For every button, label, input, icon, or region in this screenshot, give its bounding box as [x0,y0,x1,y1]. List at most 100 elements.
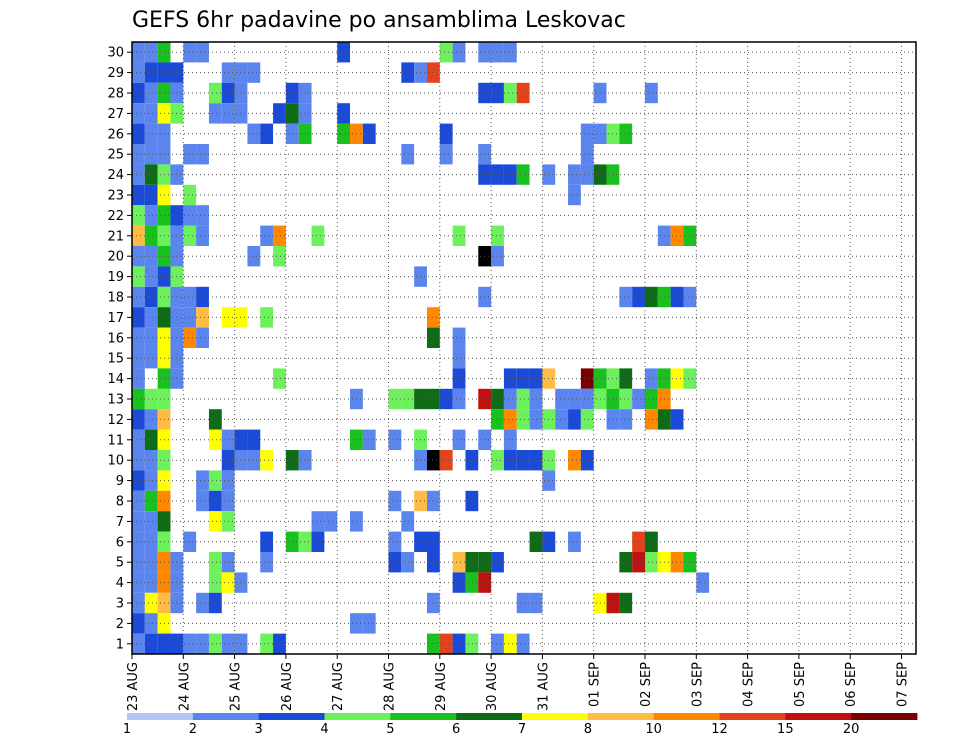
y-tick-label: 2 [116,617,124,632]
colorbar-label: 3 [255,722,263,737]
heatmap-cell [208,592,222,614]
heatmap-cell [555,388,569,410]
heatmap-cell [426,531,440,552]
heatmap-cell [311,225,325,246]
chart-title: GEFS 6hr padavine po ansamblima Leskovac [132,8,626,33]
heatmap-cell [132,409,145,430]
y-tick-label: 22 [107,209,124,224]
heatmap-cell [273,103,286,124]
heatmap-cell [298,531,312,552]
heatmap-cell [132,307,145,328]
heatmap-cell [144,450,158,471]
heatmap-cell [555,409,569,430]
heatmap-cell [132,511,145,532]
heatmap-cell [196,286,209,308]
heatmap-cell [465,572,479,593]
heatmap-cell [465,450,479,471]
heatmap-cell [491,552,504,573]
heatmap-cell [208,490,222,512]
heatmap-cell [144,225,158,246]
heatmap-cell [529,450,543,471]
heatmap-cell [183,633,197,654]
heatmap-cell [183,286,197,308]
heatmap-cell [247,450,261,471]
heatmap-cell [208,511,222,532]
heatmap-cell [260,307,274,328]
heatmap-cell [132,572,145,593]
heatmap-cell [401,511,415,532]
heatmap-cell [234,103,248,124]
heatmap-cell [196,470,209,491]
x-tick-label: 01 SEP [588,662,603,707]
heatmap-cell [337,42,351,63]
heatmap-cell [491,388,504,410]
heatmap-cell [273,633,286,654]
heatmap-cell [516,450,530,471]
colorbar-label: 2 [189,722,197,737]
heatmap-cell [426,490,440,512]
x-tick-label: 07 SEP [896,662,911,707]
heatmap-cell [388,388,402,410]
heatmap-cell [362,123,376,144]
heatmap-cell [683,286,697,308]
heatmap-cell [491,409,504,430]
heatmap-cell [311,531,325,552]
heatmap-cell [234,62,248,83]
heatmap-cell [144,490,158,512]
heatmap-cell [196,592,209,614]
y-tick-label: 27 [107,107,124,122]
heatmap-cell [452,42,466,63]
colorbar-swatch [456,713,523,720]
x-tick-label: 26 AUG [280,662,295,711]
heatmap-cell [196,225,209,246]
heatmap-cell [183,327,197,348]
heatmap-cell [426,552,440,573]
x-axis-ticks: 23 AUG 24 AUG 25 AUG 26 AUG 27 AUG 28 AUG 29 A… [126,654,911,711]
heatmap-cell [132,82,145,104]
x-tick-label: 06 SEP [844,662,859,707]
heatmap-cell [260,225,274,246]
heatmap-cell [132,368,145,389]
heatmap-cell [580,409,594,430]
heatmap-cell [645,286,658,308]
y-tick-label: 20 [107,250,124,265]
y-tick-label: 21 [107,229,124,244]
heatmap-cell [132,103,145,124]
colorbar-swatch [719,713,786,720]
heatmap-cell [645,409,658,430]
x-tick-label: 27 AUG [331,662,346,711]
colorbar-label: 4 [320,722,328,737]
heatmap-cell [568,531,581,552]
x-tick-label: 24 AUG [177,662,192,711]
heatmap-cell [208,470,222,491]
heatmap-cell [208,103,222,124]
x-tick-label: 02 SEP [639,662,654,707]
heatmap-cell [183,531,197,552]
colorbar-swatch [522,713,589,720]
heatmap-cell [144,42,158,63]
heatmap-cell [516,409,530,430]
heatmap-cell [144,184,158,206]
heatmap-cell [632,286,645,308]
heatmap-cell [516,368,530,389]
colorbar-label: 12 [711,722,728,737]
y-tick-label: 19 [107,270,124,285]
heatmap-cell [132,205,145,226]
heatmap-cell [426,633,440,654]
colorbar-label: 10 [645,722,662,737]
heatmap-cell [503,388,517,410]
heatmap-cell [132,225,145,246]
heatmap-cell [580,123,594,144]
heatmap-cell [426,327,440,348]
heatmap-cell [529,531,543,552]
heatmap-cell [645,552,658,573]
heatmap-cell [388,429,402,450]
y-tick-label: 6 [116,535,124,550]
colorbar-swatch [851,713,918,720]
heatmap-cell [208,633,222,654]
colorbar-swatch [587,713,655,720]
heatmap-cell [247,62,261,83]
heatmap-cell [208,409,222,430]
heatmap-cell [632,552,645,573]
